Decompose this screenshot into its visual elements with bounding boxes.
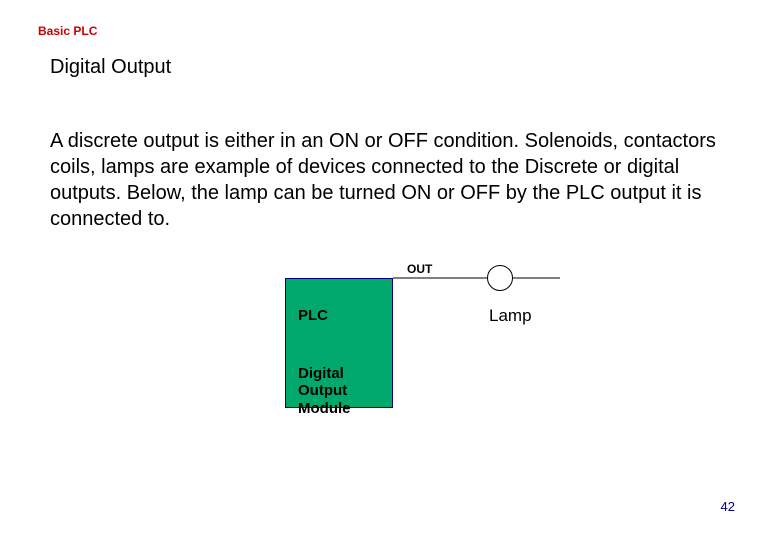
lamp-label: Lamp — [489, 306, 532, 326]
slide-body-text: A discrete output is either in an ON or … — [50, 128, 730, 232]
slide-header: Basic PLC — [38, 24, 97, 38]
plc-diagram: PLC Digital Output Module OUT Lamp — [285, 260, 565, 440]
module-label: Digital Output Module — [298, 365, 351, 417]
lamp-icon — [487, 265, 513, 291]
module-label-line2: Output — [298, 382, 347, 399]
module-label-line3: Module — [298, 400, 351, 417]
page-number: 42 — [721, 499, 735, 514]
module-label-line1: Digital — [298, 365, 344, 382]
slide-title: Digital Output — [50, 56, 171, 79]
